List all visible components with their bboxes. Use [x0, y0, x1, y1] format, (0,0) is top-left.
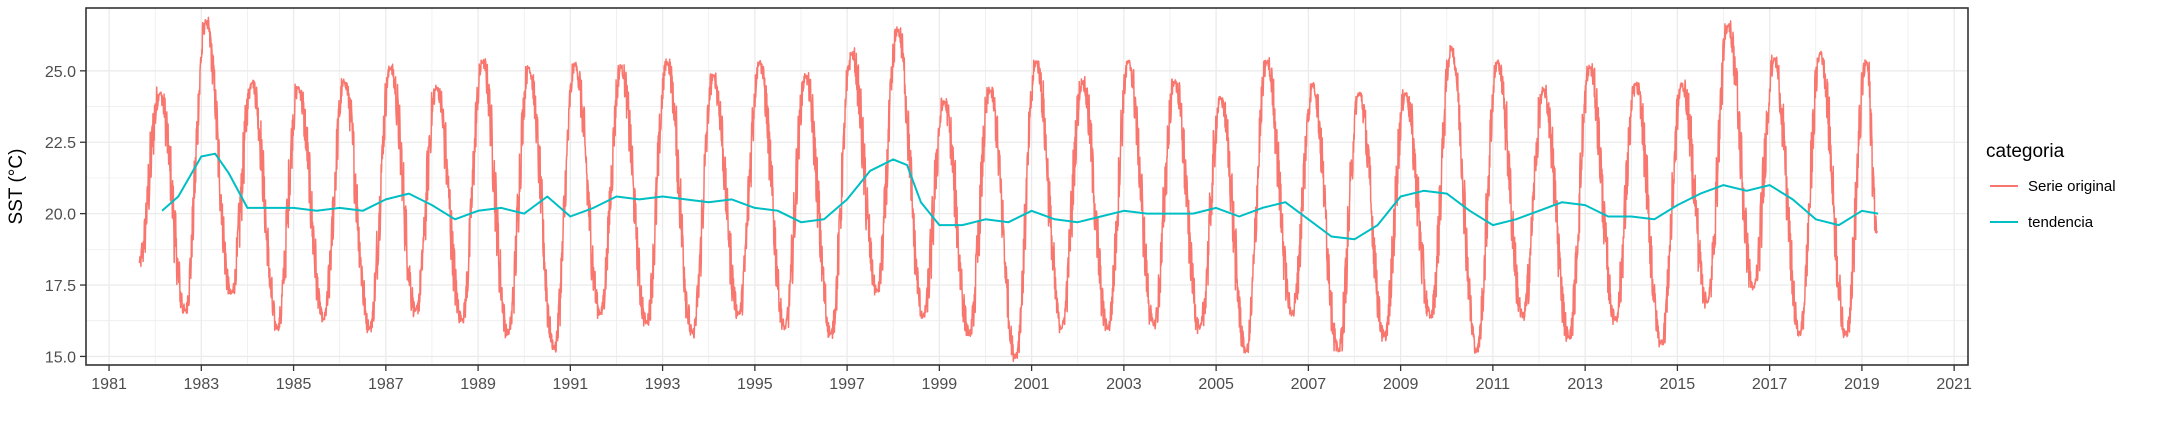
series-line-serie-original: [138, 16, 1878, 363]
axes: 1981 1983 1985 1987 1989 1991 1993 1995 1997 1999…: [45, 64, 1972, 393]
x-tick-label: 1983: [184, 376, 220, 393]
y-tick-label: 20.0: [45, 207, 76, 224]
legend: categoria Serie original tendencia: [1986, 141, 2116, 231]
x-tick-label: 2009: [1383, 376, 1419, 393]
legend-title: categoria: [1986, 141, 2065, 162]
x-tick-label: 2019: [1844, 376, 1880, 393]
x-tick-label: 1993: [645, 376, 681, 393]
series-line-tendencia: [161, 152, 1879, 241]
x-tick-label: 2017: [1752, 376, 1788, 393]
y-tick-label: 15.0: [45, 349, 76, 366]
x-tick-label: 2013: [1567, 376, 1603, 393]
x-tick-label: 1989: [460, 376, 496, 393]
x-tick-label: 2007: [1291, 376, 1327, 393]
x-tick-label: 1997: [829, 376, 865, 393]
grid-lines: [86, 8, 1968, 365]
x-tick-label: 1995: [737, 376, 773, 393]
y-tick-label: 22.5: [45, 135, 76, 152]
y-axis-title: SST (°C): [6, 149, 27, 225]
x-tick-label: 2015: [1660, 376, 1696, 393]
y-tick-label: 17.5: [45, 278, 76, 295]
x-tick-label: 2003: [1106, 376, 1142, 393]
x-tick-label: 1981: [91, 376, 127, 393]
plot-panel-border: [85, 7, 1969, 366]
x-tick-label: 2001: [1014, 376, 1050, 393]
x-tick-label: 1987: [368, 376, 404, 393]
x-tick-label: 2021: [1936, 376, 1972, 393]
legend-label: tendencia: [2028, 214, 2094, 231]
legend-label: Serie original: [2028, 178, 2116, 195]
x-tick-label: 2005: [1198, 376, 1234, 393]
x-tick-label: 1991: [553, 376, 589, 393]
x-tick-label: 1985: [276, 376, 312, 393]
x-tick-label: 2011: [1476, 376, 1511, 393]
y-tick-label: 25.0: [45, 64, 76, 81]
series-lines: [138, 16, 1879, 363]
x-tick-label: 1999: [922, 376, 958, 393]
